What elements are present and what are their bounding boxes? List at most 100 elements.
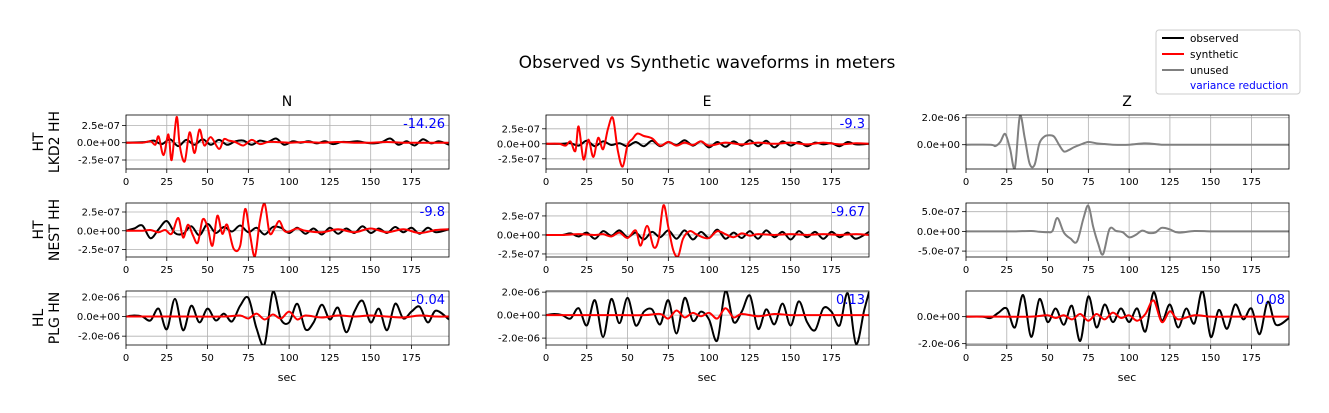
panel-r0-c0-frame [125, 114, 450, 170]
panel-r0-c0-xtick-label-0: 0 [123, 177, 129, 188]
panel-r0-c1-ytick-label-2: 2.5e-07 [502, 124, 540, 135]
x-axis-label-col-1: sec [698, 371, 717, 384]
panel-r0-c2-xtick-label-3: 75 [1082, 177, 1095, 188]
panel-r2-c0-ytick-label-2: 2.0e-06 [82, 292, 120, 303]
panel-r0-c1-series-group [546, 116, 869, 168]
x-axis-label-col-2: sec [1118, 371, 1137, 384]
panel-r1-c2-xtick-label-3: 75 [1082, 265, 1095, 276]
panel-r2-c0-series-synthetic [126, 310, 449, 321]
panel-r2-c2-xtick-label-4: 100 [1120, 353, 1139, 364]
panel-r0-c1-xtick-label-7: 175 [822, 177, 841, 188]
panel-r0-c2-xtick-label-1: 25 [1000, 177, 1013, 188]
panel-r0-c0-ytick-label-1: 0.0e+00 [77, 138, 120, 149]
panel-r1-c0-xtick-label-2: 50 [201, 265, 214, 276]
panel-r1-c1-xtick-label-4: 100 [700, 265, 719, 276]
panel-r0-c1-xtick-label-5: 125 [740, 177, 759, 188]
panel-r1-c1-frame [545, 202, 870, 258]
panel-r2-c2-xtick-label-5: 125 [1160, 353, 1179, 364]
panel-r2-c0-xtick-label-2: 50 [201, 353, 214, 364]
panels: 0 25 50 75 100 125 150 175 -2.5e-07 0.0e+00 2.5e-0… [77, 113, 1290, 364]
panel-r2-c1-ytick-label-1: 0.0e+00 [497, 311, 540, 322]
panel-r2-c2-variance-reduction: 0.08 [1256, 293, 1285, 308]
panel-r2-c0-series-group [126, 291, 449, 345]
panel-r2-c2-xtick-label-3: 75 [1082, 353, 1095, 364]
panel-r2-c0-xtick-label-5: 125 [320, 353, 339, 364]
panel-r0-c0-series-synthetic [126, 116, 449, 163]
panel-r1-c2-ytick-label-1: 0.0e+00 [917, 227, 960, 238]
panel-r2-c1-variance-reduction: 0.13 [836, 293, 865, 308]
panel-r2-c2-series-observed [966, 291, 1289, 342]
row-label-network-1: HT [31, 220, 47, 240]
panel-r1-c0-ytick-label-0: -2.5e-07 [78, 245, 120, 256]
panel-r0-c2-xtick-label-2: 50 [1041, 177, 1054, 188]
panel-r2-c2-xtick-label-2: 50 [1041, 353, 1054, 364]
panel-r2-c2-xtick-label-6: 150 [1201, 353, 1220, 364]
panel-r2-c1-xtick-label-7: 175 [822, 353, 841, 364]
panel-r0-c2-xtick-label-7: 175 [1242, 177, 1261, 188]
panel-r1-c2-ytick-label-0: -5.0e-07 [918, 247, 960, 258]
panel-r0-c1: 0 25 50 75 100 125 150 175 -2.5e-07 0.0e+00 2.5e-0… [497, 114, 870, 188]
panel-r1-c2-ytick-label-2: 5.0e-07 [922, 207, 960, 218]
panel-r2-c0-xtick-label-3: 75 [242, 353, 255, 364]
panel-r2-c1-xtick-label-6: 150 [781, 353, 800, 364]
column-title-n: N [282, 94, 292, 110]
panel-r2-c1-series-observed [546, 291, 869, 345]
panel-r0-c0-xtick-label-4: 100 [280, 177, 299, 188]
panel-r1-c1-plot-area [546, 203, 869, 257]
panel-r2-c1-frame [545, 290, 870, 346]
panel-r1-c0-ytick-label-1: 0.0e+00 [77, 226, 120, 237]
panel-r2-c2-frame [965, 290, 1290, 346]
panel-r1-c0-variance-reduction: -9.8 [420, 205, 445, 220]
panel-r2-c0-xtick-label-1: 25 [160, 353, 173, 364]
panel-r0-c2-frame [965, 114, 1290, 170]
row-label-station-1: NEST HH [47, 199, 63, 261]
panel-r2-c0-variance-reduction: -0.04 [411, 293, 445, 308]
panel-r1-c0-xtick-label-5: 125 [320, 265, 339, 276]
panel-r0-c1-xtick-label-6: 150 [781, 177, 800, 188]
panel-r2-c1-series-synthetic [546, 307, 869, 320]
panel-r0-c1-ytick-label-1: 0.0e+00 [497, 139, 540, 150]
legend-label-observed: observed [1190, 33, 1239, 45]
panel-r0-c2-ytick-label-1: 2.0e-06 [922, 113, 960, 124]
panel-r2-c1-xtick-label-1: 25 [580, 353, 593, 364]
panel-r0-c2-xtick-label-6: 150 [1201, 177, 1220, 188]
legend-label-synthetic: synthetic [1190, 49, 1239, 61]
legend-label-unused: unused [1190, 65, 1229, 77]
panel-r2-c0-ytick-label-0: -2.0e-06 [78, 332, 120, 343]
x-axis-label-col-0: sec [278, 371, 297, 384]
panel-r1-c1-xtick-label-0: 0 [543, 265, 549, 276]
column-title-z: Z [1122, 94, 1132, 110]
legend-frame [1155, 29, 1301, 95]
panel-r2-c0-xtick-label-4: 100 [280, 353, 299, 364]
panel-r0-c0-xtick-label-5: 125 [320, 177, 339, 188]
panel-r0-c0-variance-reduction: -14.26 [403, 117, 445, 132]
panel-r1-c0-xtick-label-7: 175 [402, 265, 421, 276]
row-label-network-0: HT [31, 132, 47, 152]
panel-r2-c1: 0 25 50 75 100 125 150 175 -2.0e-06 0.0e+00 2.0e-0… [497, 288, 870, 364]
panel-r1-c1-xtick-label-6: 150 [781, 265, 800, 276]
panel-r2-c2: 0 25 50 75 100 125 150 175 -2.0e-06 0.0e+00 0.08 [917, 290, 1290, 364]
panel-r1-c2-series-group [966, 204, 1289, 256]
panel-r0-c2-ytick-label-0: 0.0e+00 [917, 140, 960, 151]
panel-r1-c2-xtick-label-2: 50 [1041, 265, 1054, 276]
panel-r1-c1-ytick-label-2: 2.5e-07 [502, 211, 540, 222]
panel-r2-c1-xtick-label-2: 50 [621, 353, 634, 364]
panel-r2-c0-frame [125, 290, 450, 346]
panel-r2-c0-xtick-label-7: 175 [402, 353, 421, 364]
panel-r1-c2-plot-area [966, 203, 1289, 257]
panel-r1-c0-series-group [126, 203, 449, 257]
panel-r0-c1-frame [545, 114, 870, 170]
panel-r2-c1-ytick-label-2: 2.0e-06 [502, 288, 540, 299]
panel-r0-c1-xtick-label-3: 75 [662, 177, 675, 188]
column-title-e: E [703, 94, 712, 110]
panel-r2-c1-xtick-label-5: 125 [740, 353, 759, 364]
panel-r1-c0-frame [125, 202, 450, 258]
row-label-station-0: LKD2 HH [47, 111, 63, 173]
panel-r1-c2-xtick-label-6: 150 [1201, 265, 1220, 276]
panel-r1-c1-xtick-label-5: 125 [740, 265, 759, 276]
panel-r2-c0-xtick-label-6: 150 [361, 353, 380, 364]
panel-r2-c2-ytick-label-1: 0.0e+00 [917, 312, 960, 323]
panel-r1-c1-xtick-label-2: 50 [621, 265, 634, 276]
panel-r1-c0-xtick-label-1: 25 [160, 265, 173, 276]
